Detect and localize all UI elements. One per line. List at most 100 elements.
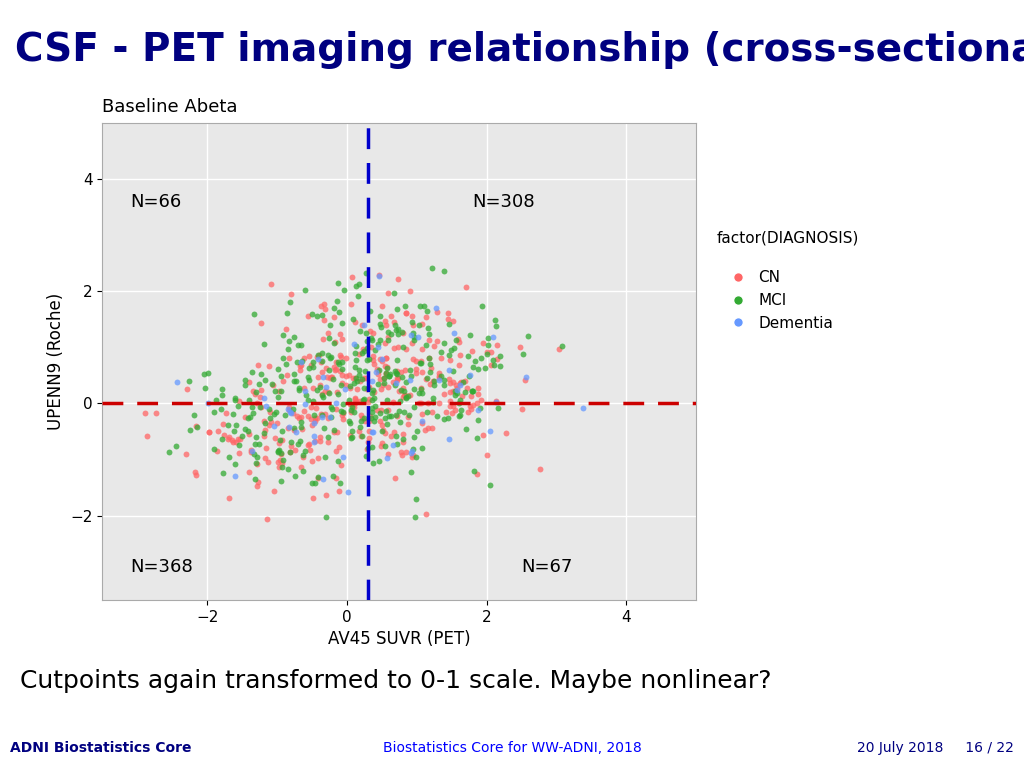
CN [414, 343, 430, 355]
MCI [451, 410, 467, 422]
MCI [313, 355, 330, 368]
CN [303, 401, 319, 413]
Dementia [296, 398, 312, 410]
Dementia [452, 379, 468, 391]
CN [187, 420, 204, 432]
CN [293, 358, 309, 371]
CN [395, 428, 412, 440]
Text: factor(DIAGNOSIS): factor(DIAGNOSIS) [717, 231, 859, 246]
CN [378, 368, 394, 380]
CN [370, 404, 386, 417]
MCI [349, 375, 366, 387]
CN [377, 428, 393, 440]
CN [259, 513, 275, 525]
CN [312, 356, 329, 368]
CN [252, 391, 268, 403]
CN [418, 424, 434, 436]
CN [451, 358, 467, 371]
CN [431, 372, 447, 384]
CN [346, 401, 362, 413]
MCI [293, 339, 309, 351]
CN [215, 418, 231, 430]
MCI [461, 370, 477, 382]
CN [551, 342, 567, 355]
CN [353, 412, 370, 424]
MCI [444, 365, 461, 378]
Dementia [288, 426, 304, 438]
MCI [346, 405, 362, 418]
MCI [449, 387, 465, 399]
CN [333, 351, 349, 363]
MCI [345, 313, 361, 325]
CN [361, 425, 378, 438]
CN [396, 389, 413, 401]
MCI [378, 394, 394, 406]
CN [431, 369, 447, 381]
MCI [300, 394, 316, 406]
CN [428, 306, 444, 318]
MCI [421, 351, 437, 364]
CN [459, 381, 475, 394]
CN [299, 310, 315, 322]
CN [353, 318, 370, 331]
MCI [329, 295, 345, 307]
CN [374, 437, 390, 449]
MCI [290, 339, 306, 351]
CN [249, 458, 265, 471]
MCI [330, 276, 346, 288]
MCI [316, 451, 333, 463]
CN [219, 432, 236, 444]
Dementia [410, 331, 426, 343]
MCI [227, 419, 244, 431]
Dementia [346, 338, 362, 350]
CN [451, 336, 467, 348]
Dementia [337, 383, 353, 395]
MCI [182, 424, 199, 436]
CN [249, 480, 265, 492]
CN [488, 339, 505, 351]
MCI [348, 279, 365, 291]
CN [330, 425, 346, 438]
CN [374, 418, 390, 431]
CN [316, 303, 333, 315]
CN [327, 365, 343, 377]
CN [343, 405, 359, 418]
CN [279, 369, 295, 381]
CN [462, 400, 478, 412]
CN [483, 358, 500, 371]
MCI [411, 318, 427, 331]
CN [380, 287, 396, 299]
CN [310, 471, 327, 484]
CN [244, 444, 260, 456]
CN [292, 364, 308, 376]
CN [347, 315, 364, 328]
MCI [440, 348, 457, 361]
CN [460, 405, 476, 418]
MCI [388, 303, 404, 315]
MCI [392, 384, 409, 397]
CN [360, 381, 377, 393]
CN [317, 489, 334, 501]
CN [218, 408, 234, 420]
MCI [321, 387, 337, 399]
MCI [343, 425, 359, 438]
MCI [244, 366, 260, 378]
Dementia [356, 318, 373, 331]
CN [423, 361, 439, 374]
Dementia [487, 396, 504, 408]
MCI [364, 441, 380, 453]
CN [385, 376, 401, 388]
MCI [482, 479, 499, 491]
MCI [479, 332, 496, 345]
MCI [370, 338, 386, 351]
MCI [373, 321, 389, 333]
MCI [389, 354, 406, 366]
CN [237, 411, 253, 423]
CN [378, 367, 394, 379]
CN [442, 385, 459, 398]
MCI [247, 473, 263, 485]
CN [398, 307, 415, 319]
MCI [367, 344, 383, 356]
MCI [362, 305, 379, 318]
MCI [322, 351, 338, 364]
